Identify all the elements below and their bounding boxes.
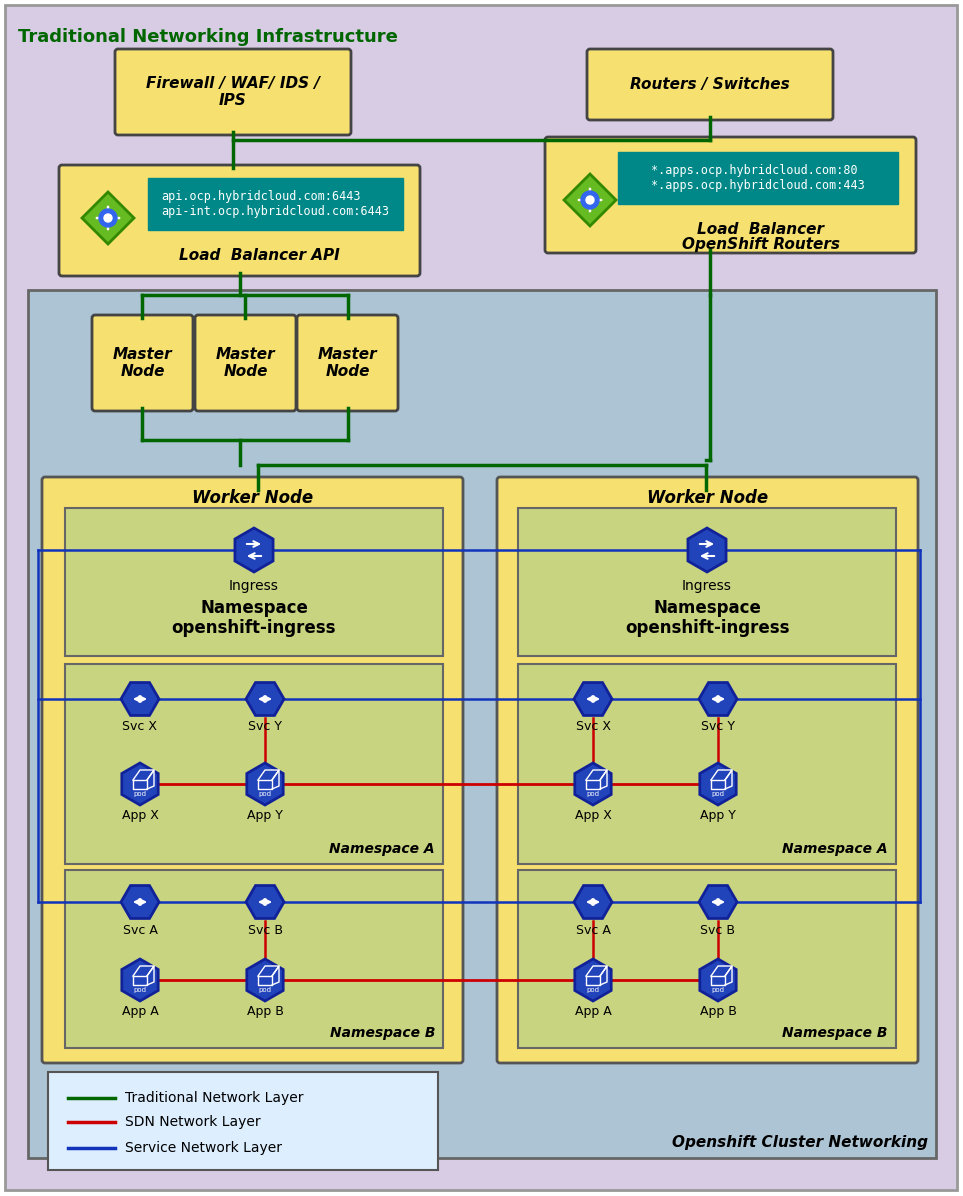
Polygon shape <box>700 959 736 1001</box>
Polygon shape <box>235 527 273 572</box>
FancyBboxPatch shape <box>195 315 296 411</box>
FancyBboxPatch shape <box>297 315 398 411</box>
Bar <box>65 664 443 864</box>
Bar <box>518 869 896 1048</box>
Text: App A: App A <box>575 1006 612 1019</box>
Polygon shape <box>247 959 283 1001</box>
Text: Traditional Networking Infrastructure: Traditional Networking Infrastructure <box>18 28 398 45</box>
Polygon shape <box>247 763 283 805</box>
Text: Firewall / WAF/ IDS /
IPS: Firewall / WAF/ IDS / IPS <box>146 75 320 108</box>
Text: Svc B: Svc B <box>247 923 282 936</box>
Bar <box>518 664 896 864</box>
Text: Load  Balancer API: Load Balancer API <box>179 248 340 262</box>
Bar <box>28 289 936 1158</box>
Polygon shape <box>246 885 284 919</box>
Text: pod: pod <box>712 791 724 797</box>
Polygon shape <box>575 959 612 1001</box>
Polygon shape <box>699 683 737 715</box>
Bar <box>148 178 403 230</box>
Text: App Y: App Y <box>247 810 283 823</box>
Text: App A: App A <box>121 1006 158 1019</box>
Text: Namespace B: Namespace B <box>783 1026 888 1041</box>
Circle shape <box>99 209 117 227</box>
FancyBboxPatch shape <box>92 315 193 411</box>
Polygon shape <box>121 885 159 919</box>
Text: Namespace A: Namespace A <box>782 842 888 856</box>
Text: App B: App B <box>699 1006 737 1019</box>
Text: pod: pod <box>134 987 146 993</box>
Text: SDN Network Layer: SDN Network Layer <box>125 1115 261 1129</box>
Text: OpenShift Routers: OpenShift Routers <box>682 238 840 252</box>
Polygon shape <box>121 959 158 1001</box>
Text: Svc X: Svc X <box>122 720 158 733</box>
Text: Svc Y: Svc Y <box>701 720 735 733</box>
Text: App X: App X <box>575 810 612 823</box>
Text: openshift-ingress: openshift-ingress <box>171 620 336 637</box>
Polygon shape <box>564 173 616 226</box>
Bar <box>618 152 898 205</box>
Bar <box>48 1072 438 1170</box>
FancyBboxPatch shape <box>42 477 463 1063</box>
FancyBboxPatch shape <box>115 49 351 135</box>
Text: Service Network Layer: Service Network Layer <box>125 1141 282 1155</box>
Bar <box>65 508 443 655</box>
Text: pod: pod <box>712 987 724 993</box>
FancyBboxPatch shape <box>545 138 916 254</box>
FancyBboxPatch shape <box>587 49 833 120</box>
Text: pod: pod <box>586 987 600 993</box>
Text: Load  Balancer: Load Balancer <box>697 222 824 238</box>
Circle shape <box>586 196 594 205</box>
Polygon shape <box>688 527 726 572</box>
Text: App Y: App Y <box>700 810 736 823</box>
Polygon shape <box>121 683 159 715</box>
Text: App B: App B <box>247 1006 283 1019</box>
Text: Ingress: Ingress <box>229 579 279 593</box>
Polygon shape <box>575 763 612 805</box>
Text: pod: pod <box>586 791 600 797</box>
Polygon shape <box>700 763 736 805</box>
Text: Master
Node: Master Node <box>216 347 275 379</box>
Polygon shape <box>82 193 134 244</box>
Text: Master
Node: Master Node <box>113 347 172 379</box>
Text: Worker Node: Worker Node <box>647 489 768 507</box>
Bar <box>518 508 896 655</box>
Polygon shape <box>121 763 158 805</box>
Polygon shape <box>699 885 737 919</box>
Polygon shape <box>574 885 612 919</box>
Text: openshift-ingress: openshift-ingress <box>625 620 790 637</box>
Text: pod: pod <box>134 791 146 797</box>
Text: Namespace A: Namespace A <box>329 842 435 856</box>
Text: Svc B: Svc B <box>700 923 736 936</box>
Text: Traditional Network Layer: Traditional Network Layer <box>125 1091 303 1105</box>
Text: api.ocp.hybridcloud.com:6443
api-int.ocp.hybridcloud.com:6443: api.ocp.hybridcloud.com:6443 api-int.ocp… <box>161 190 389 218</box>
Bar <box>65 869 443 1048</box>
Text: *.apps.ocp.hybridcloud.com:80
*.apps.ocp.hybridcloud.com:443: *.apps.ocp.hybridcloud.com:80 *.apps.ocp… <box>651 164 865 193</box>
Text: Svc A: Svc A <box>122 923 157 936</box>
FancyBboxPatch shape <box>59 165 420 276</box>
Text: Namespace B: Namespace B <box>329 1026 435 1041</box>
Text: Openshift Cluster Networking: Openshift Cluster Networking <box>672 1135 928 1151</box>
Circle shape <box>104 214 112 222</box>
Polygon shape <box>246 683 284 715</box>
Polygon shape <box>574 683 612 715</box>
FancyBboxPatch shape <box>497 477 918 1063</box>
Text: Ingress: Ingress <box>682 579 732 593</box>
Text: Routers / Switches: Routers / Switches <box>630 77 790 92</box>
Text: App X: App X <box>121 810 159 823</box>
Text: Worker Node: Worker Node <box>192 489 313 507</box>
Circle shape <box>581 191 599 209</box>
Text: Svc Y: Svc Y <box>248 720 282 733</box>
Text: Svc A: Svc A <box>576 923 611 936</box>
Text: Namespace: Namespace <box>200 599 308 617</box>
Text: pod: pod <box>258 987 272 993</box>
Text: Svc X: Svc X <box>576 720 611 733</box>
Text: pod: pod <box>258 791 272 797</box>
Text: Namespace: Namespace <box>653 599 761 617</box>
Text: Master
Node: Master Node <box>318 347 377 379</box>
